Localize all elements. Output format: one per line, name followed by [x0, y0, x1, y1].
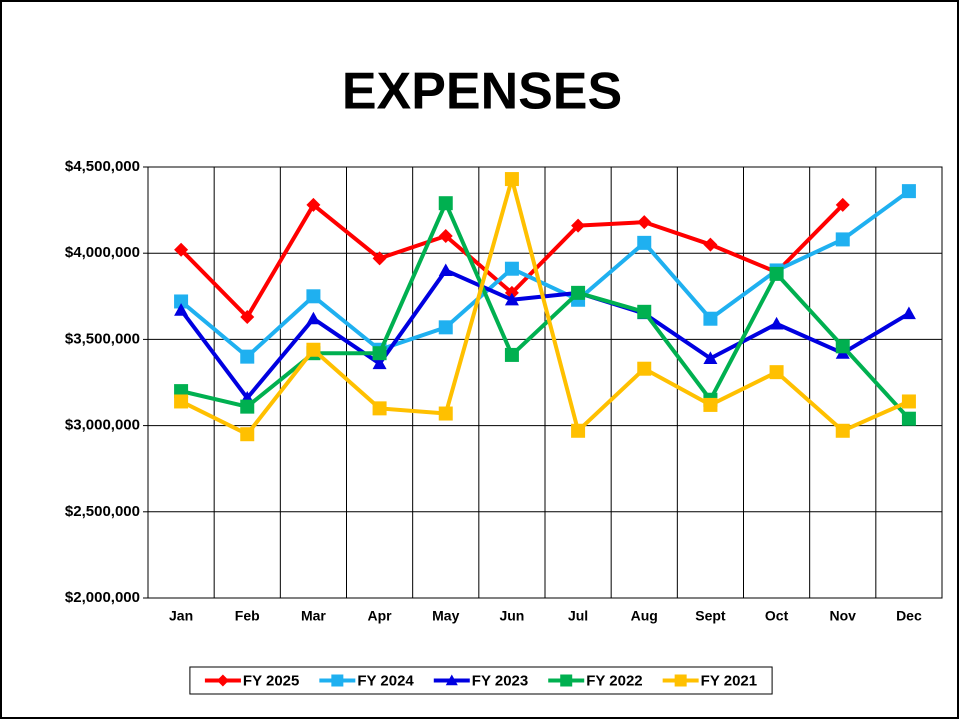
marker [504, 261, 519, 276]
marker [306, 197, 321, 212]
series-line [179, 268, 910, 401]
x-tick-label: May [432, 608, 459, 624]
y-tick-label: $2,000,000 [65, 589, 140, 606]
legend-label: FY 2023 [472, 672, 528, 689]
marker [901, 394, 916, 409]
marker [240, 427, 255, 442]
marker [331, 674, 344, 687]
series-line [179, 189, 911, 359]
marker [703, 237, 718, 252]
marker [438, 320, 453, 335]
legend-label: FY 2024 [357, 672, 414, 689]
marker [306, 311, 321, 325]
marker [372, 346, 387, 361]
marker [769, 316, 784, 330]
marker [703, 311, 718, 326]
marker [174, 294, 189, 309]
y-tick-label: $4,000,000 [65, 244, 140, 261]
marker [769, 266, 784, 281]
legend-label: FY 2021 [701, 672, 757, 689]
marker [438, 196, 453, 211]
marker [438, 263, 453, 277]
marker [571, 218, 586, 233]
marker [571, 423, 586, 438]
marker [174, 303, 189, 316]
marker [901, 411, 916, 426]
marker [835, 423, 850, 438]
marker [240, 309, 255, 324]
marker [703, 351, 718, 364]
chart-title: EXPENSES [342, 63, 622, 121]
series-line [180, 177, 910, 437]
marker [835, 339, 850, 354]
marker [504, 347, 519, 362]
series [174, 172, 916, 442]
marker [637, 215, 652, 230]
marker [306, 342, 321, 357]
marker [174, 394, 189, 409]
marker [504, 172, 519, 187]
legend-label: FY 2025 [243, 672, 299, 689]
x-tick-label: Sept [695, 608, 726, 624]
marker [560, 674, 573, 687]
marker [372, 251, 387, 266]
marker [674, 674, 687, 687]
marker [216, 674, 229, 687]
marker [306, 289, 321, 304]
x-tick-label: Jul [568, 608, 588, 624]
marker [835, 232, 850, 247]
marker [372, 356, 387, 370]
marker [637, 235, 652, 250]
x-tick-label: Dec [896, 608, 922, 624]
y-tick-label: $3,000,000 [65, 417, 140, 434]
marker [240, 399, 255, 414]
marker [703, 397, 718, 412]
marker [504, 292, 519, 306]
marker [372, 401, 387, 416]
marker [240, 349, 255, 364]
marker [174, 242, 189, 257]
x-tick-label: Feb [235, 608, 260, 624]
y-tick-label: $2,500,000 [65, 503, 140, 520]
x-tick-label: Jun [499, 608, 524, 624]
x-tick-label: Apr [368, 608, 393, 624]
marker [438, 406, 453, 421]
legend-label: FY 2022 [586, 672, 642, 689]
marker [445, 674, 458, 686]
marker [769, 365, 784, 380]
y-tick-label: $4,500,000 [65, 158, 140, 175]
legend: FY 2025 FY 2024 FY 2023 FY 2022 FY 2021 [189, 666, 773, 695]
x-tick-label: Oct [765, 608, 789, 624]
y-tick-label: $3,500,000 [65, 330, 140, 347]
marker [637, 304, 652, 319]
marker [901, 306, 916, 320]
marker [571, 285, 586, 300]
x-tick-label: Aug [631, 608, 658, 624]
marker [835, 197, 850, 212]
x-tick-label: Mar [301, 608, 326, 624]
marker [637, 361, 652, 376]
marker [438, 228, 453, 243]
x-tick-label: Jan [169, 608, 193, 624]
x-tick-label: Nov [830, 608, 857, 624]
marker [901, 184, 916, 199]
